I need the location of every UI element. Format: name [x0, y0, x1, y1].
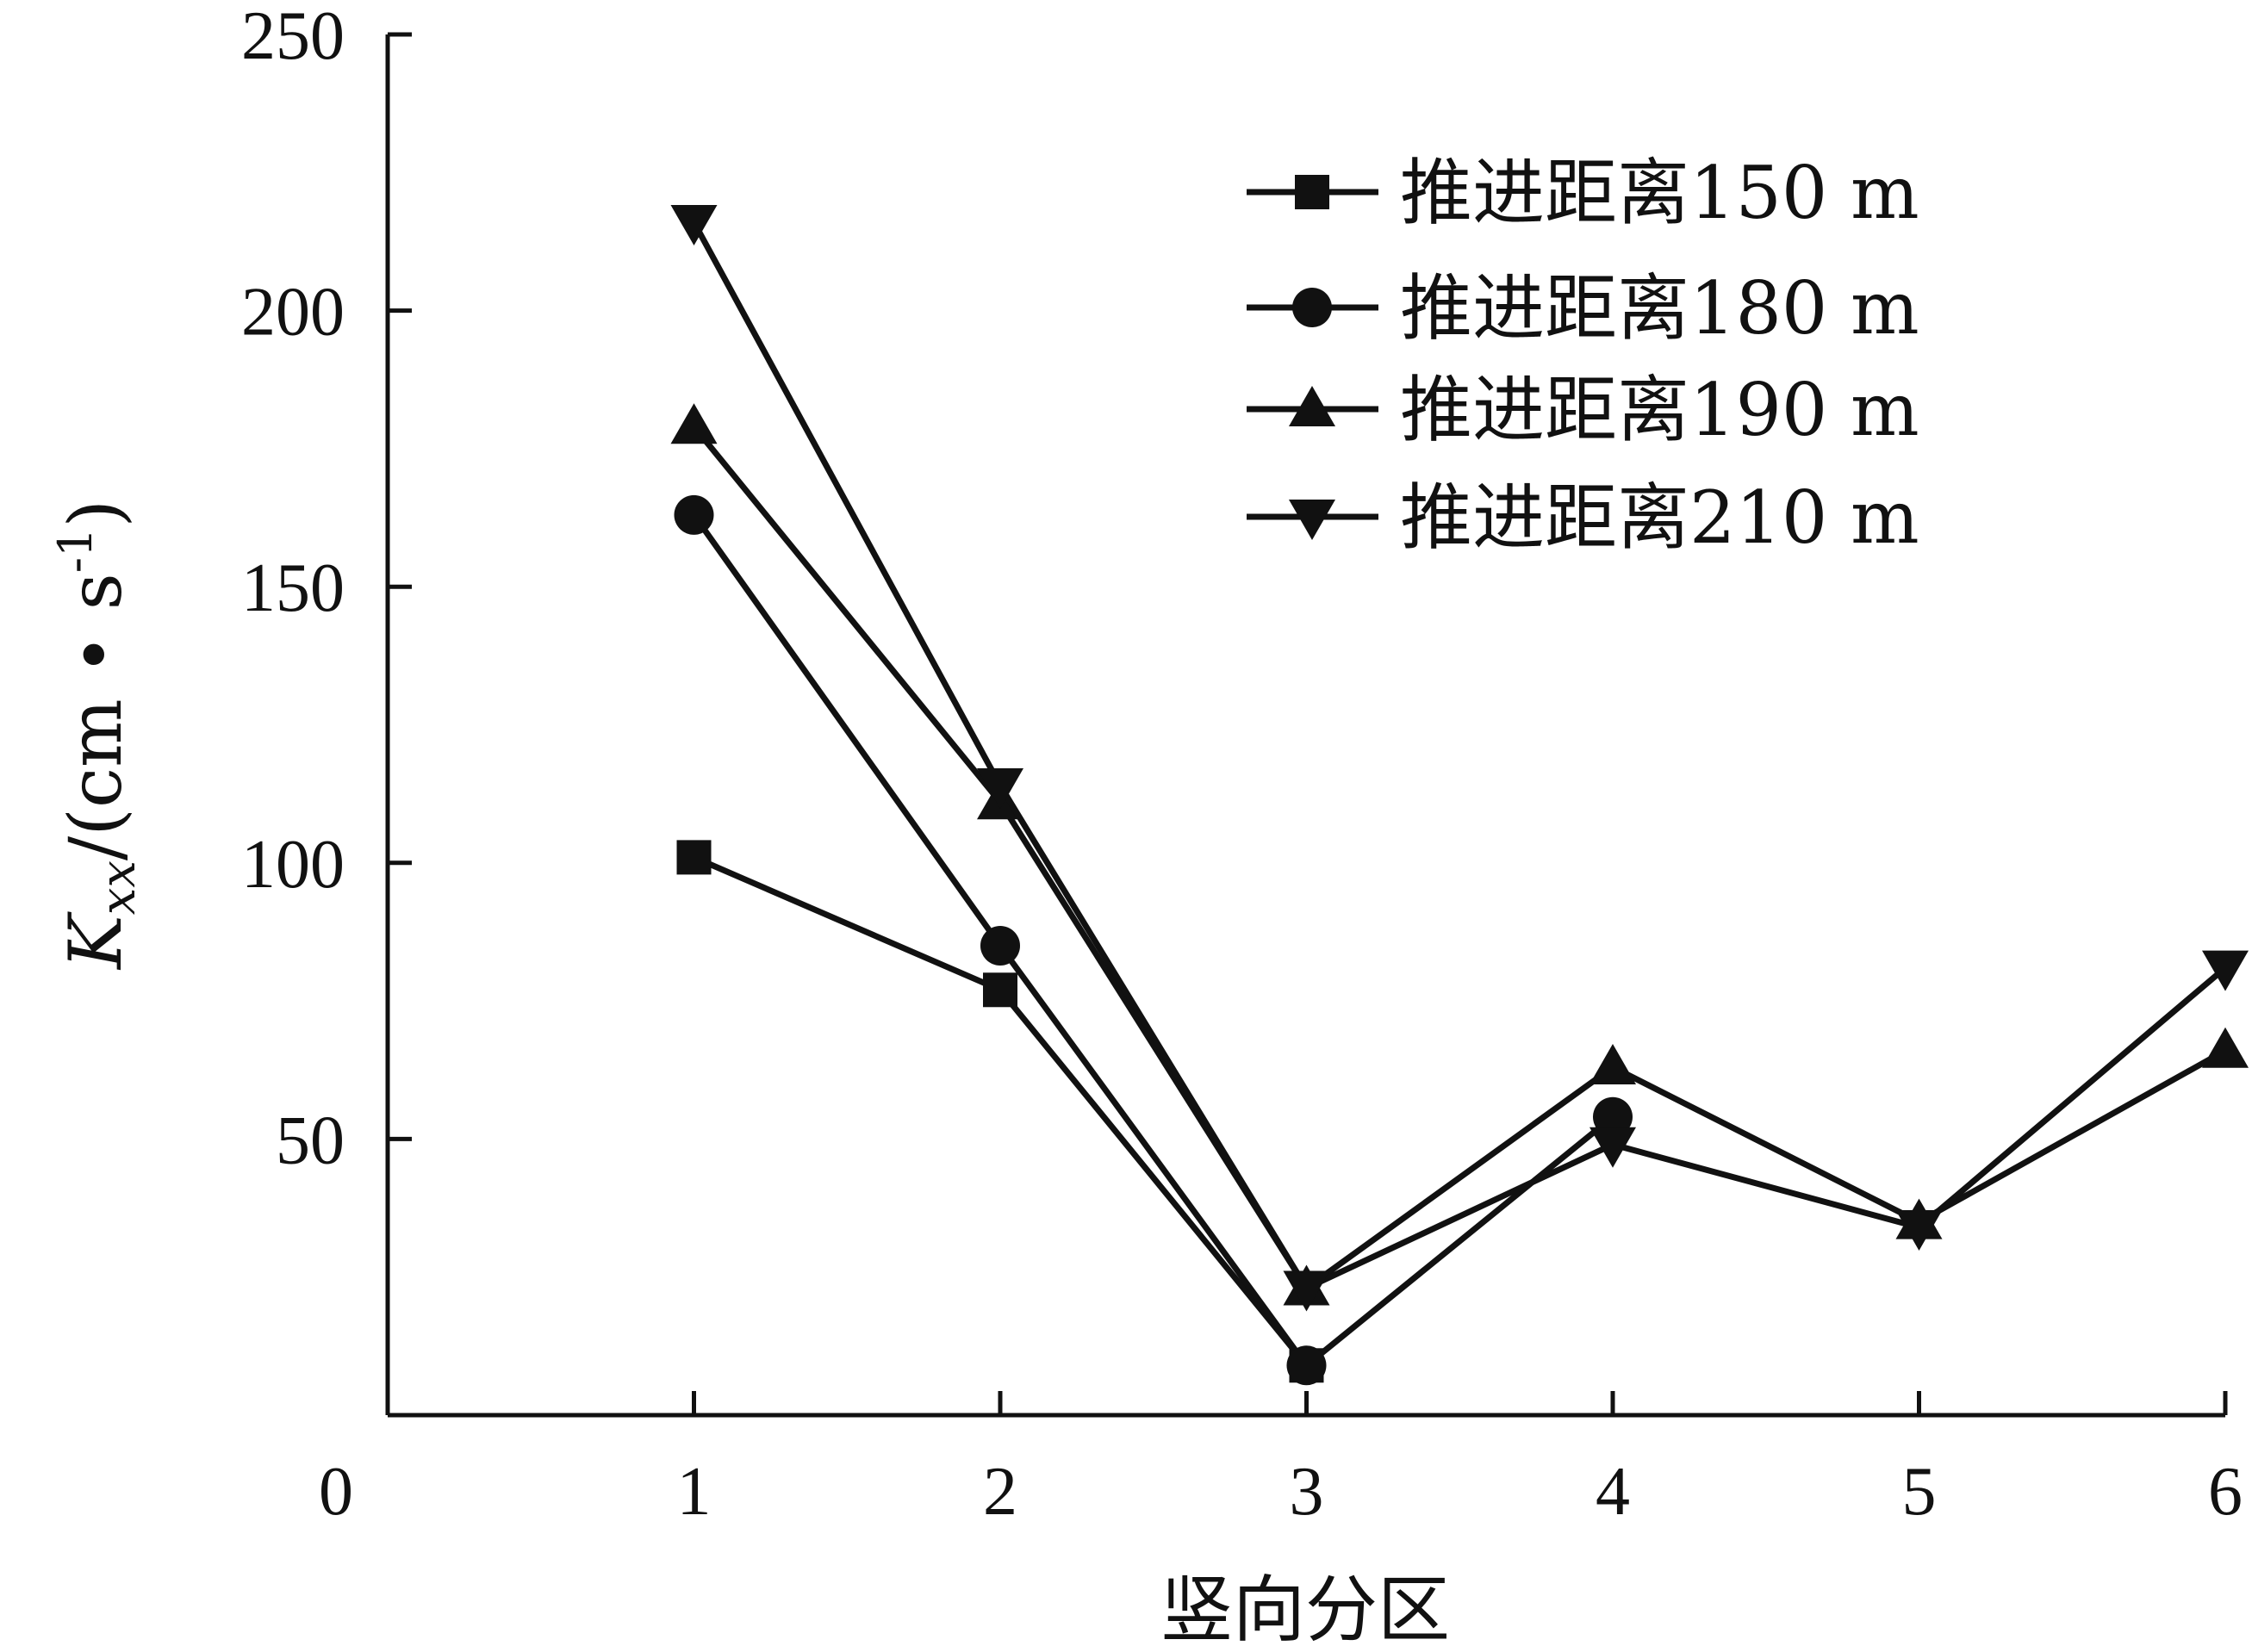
- legend-marker: [1295, 175, 1329, 209]
- y-ticks: 50 100 150 200 250: [241, 0, 412, 1178]
- legend-label: 推进距离210 m: [1400, 475, 1919, 560]
- x-tick-label: 0: [319, 1454, 353, 1530]
- data-point: [1589, 1127, 1636, 1168]
- series-1: [676, 840, 1324, 1383]
- data-point: [676, 840, 712, 875]
- x-tick-label: 4: [1596, 1454, 1630, 1530]
- data-point: [1589, 1044, 1636, 1085]
- x-tick-label: 5: [1902, 1454, 1937, 1530]
- legend-label: 推进距离190 m: [1400, 368, 1919, 452]
- legend-item: 推进距离150 m: [1247, 151, 1919, 235]
- series-line: [691, 512, 1615, 1369]
- y-axis-title: Kxx/(cm • s-1): [48, 500, 146, 971]
- data-point: [670, 205, 718, 246]
- data-point: [977, 768, 1023, 810]
- data-point: [674, 494, 714, 535]
- series-layer: [670, 205, 2249, 1386]
- legend-item: 推进距离190 m: [1247, 368, 1919, 452]
- y-tick-label: 100: [241, 827, 345, 903]
- x-ticks: 0 1 2 3 4 5 6: [319, 1391, 2243, 1530]
- data-point: [2202, 950, 2249, 991]
- data-point: [1895, 1209, 1943, 1251]
- legend-marker: [1289, 386, 1335, 426]
- data-point: [1286, 1345, 1327, 1386]
- data-point: [980, 925, 1020, 966]
- x-tick-label: 2: [983, 1454, 1017, 1530]
- legend-label: 推进距离150 m: [1400, 151, 1919, 235]
- series-2: [674, 494, 1633, 1386]
- x-axis-title: 竖向分区: [1160, 1568, 1450, 1652]
- x-tick-label: 3: [1290, 1454, 1324, 1530]
- legend-item: 推进距离180 m: [1247, 266, 1919, 351]
- svg-text:Kxx/(cm • s-1): Kxx/(cm • s-1): [48, 500, 146, 971]
- data-point: [2202, 1027, 2249, 1068]
- legend-marker: [1289, 500, 1335, 540]
- y-tick-label: 50: [276, 1102, 345, 1178]
- x-tick-label: 1: [677, 1454, 712, 1530]
- legend-item: 推进距离210 m: [1247, 475, 1919, 560]
- x-tick-label: 6: [2208, 1454, 2243, 1530]
- y-tick-label: 250: [241, 0, 345, 74]
- series-4: [670, 205, 2249, 1312]
- chart-legend: 推进距离150 m 推进距离180 m 推进距离190 m 推进距离210 m: [1247, 151, 1919, 560]
- y-axis-title-unit-close: ): [53, 500, 138, 528]
- series-line: [691, 220, 2228, 1292]
- series-line: [691, 425, 2227, 1292]
- data-point: [1593, 1096, 1633, 1137]
- y-axis-title-unit: /(cm • s: [53, 573, 138, 860]
- y-tick-label: 150: [241, 550, 345, 626]
- y-axis-title-superscript: -1: [48, 528, 103, 574]
- legend-label: 推进距离180 m: [1400, 266, 1919, 351]
- y-axis-title-symbol: K: [53, 911, 138, 971]
- legend-marker: [1292, 288, 1332, 327]
- data-point: [983, 972, 1017, 1008]
- y-tick-label: 200: [241, 275, 345, 351]
- y-axis-title-subscript: xx: [90, 860, 146, 915]
- data-point: [1283, 1270, 1330, 1312]
- data-point: [670, 403, 718, 444]
